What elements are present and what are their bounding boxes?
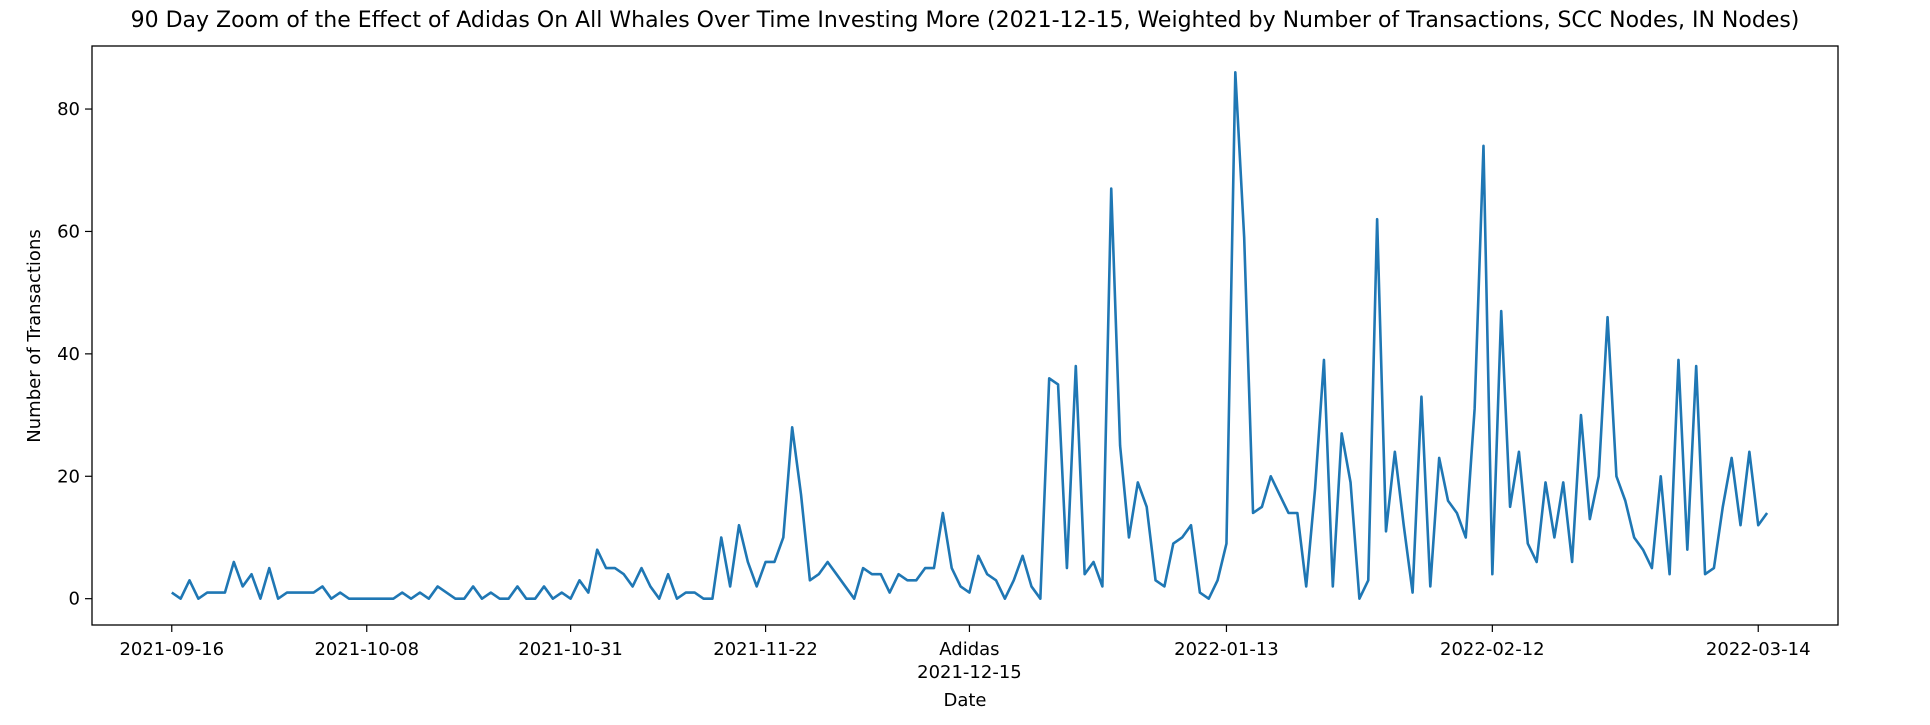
series-line bbox=[171, 71, 1769, 600]
x-axis-label: Date bbox=[943, 690, 986, 711]
chart-title: 90 Day Zoom of the Effect of Adidas On A… bbox=[130, 8, 1800, 33]
y-tick-label: 60 bbox=[57, 221, 80, 242]
plot-frame bbox=[91, 45, 1839, 626]
x-tick-sublabel: 2021-12-15 bbox=[917, 662, 1022, 683]
y-tick-label: 40 bbox=[57, 344, 80, 365]
x-tick-label: 2021-10-08 bbox=[314, 639, 419, 660]
x-tick-label: 2022-03-14 bbox=[1706, 639, 1811, 660]
x-tick-label: 2021-09-16 bbox=[119, 639, 224, 660]
x-tick-label: Adidas bbox=[939, 639, 999, 660]
x-tick-label: 2022-01-13 bbox=[1174, 639, 1279, 660]
x-tick-label: 2021-10-31 bbox=[518, 639, 623, 660]
y-tick-label: 0 bbox=[69, 589, 80, 610]
x-tick-label: 2021-11-22 bbox=[713, 639, 818, 660]
y-tick-label: 20 bbox=[57, 466, 80, 487]
y-tick-label: 80 bbox=[57, 99, 80, 120]
x-tick-label: 2022-02-12 bbox=[1440, 639, 1545, 660]
y-axis-label: Number of Transactions bbox=[24, 229, 45, 442]
